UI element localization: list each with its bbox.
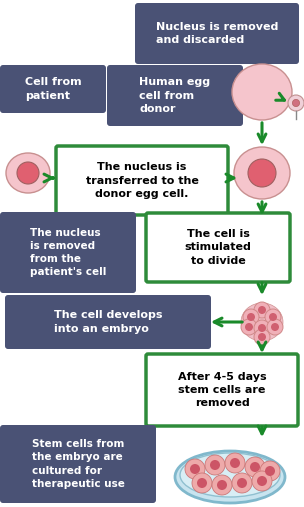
Circle shape xyxy=(210,460,220,470)
Circle shape xyxy=(265,309,281,325)
Circle shape xyxy=(288,95,304,111)
Circle shape xyxy=(241,319,257,335)
Circle shape xyxy=(257,476,267,486)
Circle shape xyxy=(271,323,279,331)
Text: Nucleus is removed
and discarded: Nucleus is removed and discarded xyxy=(156,22,278,45)
Text: The cell develops
into an embryo: The cell develops into an embryo xyxy=(54,310,162,334)
Circle shape xyxy=(205,455,225,475)
Circle shape xyxy=(258,324,266,332)
Circle shape xyxy=(247,313,255,321)
Ellipse shape xyxy=(175,451,285,503)
Circle shape xyxy=(265,466,275,476)
Circle shape xyxy=(225,453,245,473)
Circle shape xyxy=(237,478,247,488)
Circle shape xyxy=(190,464,200,474)
Text: Stem cells from
the embryo are
cultured for
therapeutic use: Stem cells from the embryo are cultured … xyxy=(32,439,124,489)
FancyBboxPatch shape xyxy=(0,425,156,503)
Ellipse shape xyxy=(6,153,50,193)
Circle shape xyxy=(245,323,253,331)
Circle shape xyxy=(252,471,272,491)
Circle shape xyxy=(217,480,227,490)
FancyBboxPatch shape xyxy=(5,295,211,349)
FancyBboxPatch shape xyxy=(0,212,136,293)
Text: After 4-5 days
stem cells are
removed: After 4-5 days stem cells are removed xyxy=(178,372,266,408)
Circle shape xyxy=(258,306,266,314)
Text: Human egg
cell from
donor: Human egg cell from donor xyxy=(140,77,211,114)
Circle shape xyxy=(292,99,300,106)
FancyBboxPatch shape xyxy=(146,354,298,426)
Ellipse shape xyxy=(180,453,280,497)
Circle shape xyxy=(254,320,270,336)
Text: Cell from
patient: Cell from patient xyxy=(25,78,81,100)
Text: The nucleus is
transferred to the
donor egg cell.: The nucleus is transferred to the donor … xyxy=(85,162,199,199)
Ellipse shape xyxy=(232,64,292,120)
Circle shape xyxy=(232,473,252,493)
Circle shape xyxy=(245,457,265,477)
Circle shape xyxy=(267,319,283,335)
Circle shape xyxy=(230,458,240,468)
FancyBboxPatch shape xyxy=(56,146,228,215)
FancyBboxPatch shape xyxy=(135,3,299,64)
Circle shape xyxy=(260,461,280,481)
Ellipse shape xyxy=(241,303,283,341)
Text: The nucleus
is removed
from the
patient's cell: The nucleus is removed from the patient'… xyxy=(30,228,106,277)
Circle shape xyxy=(185,459,205,479)
FancyBboxPatch shape xyxy=(0,65,106,113)
Circle shape xyxy=(243,309,259,325)
Circle shape xyxy=(250,462,260,472)
Circle shape xyxy=(258,333,266,341)
FancyBboxPatch shape xyxy=(146,213,290,282)
Circle shape xyxy=(212,475,232,495)
Circle shape xyxy=(197,478,207,488)
Ellipse shape xyxy=(234,147,290,199)
Text: The cell is
stimulated
to divide: The cell is stimulated to divide xyxy=(185,229,251,266)
Ellipse shape xyxy=(17,162,39,184)
FancyBboxPatch shape xyxy=(107,65,243,126)
Circle shape xyxy=(254,302,270,318)
Circle shape xyxy=(254,329,270,345)
Ellipse shape xyxy=(248,159,276,187)
Circle shape xyxy=(269,313,277,321)
Circle shape xyxy=(192,473,212,493)
